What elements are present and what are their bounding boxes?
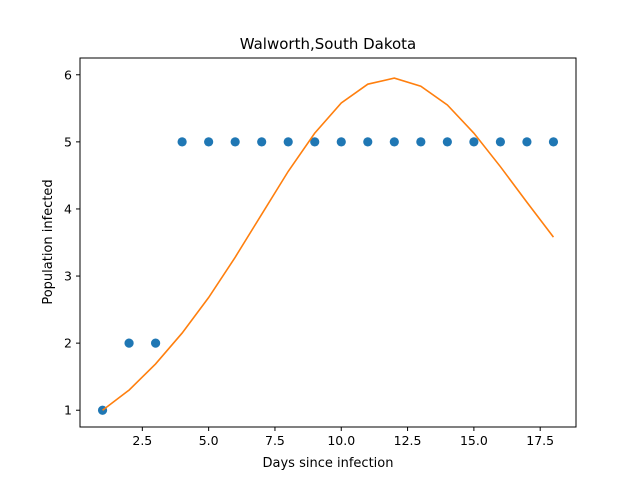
data-point [204,137,214,147]
y-tick-label: 5 [64,134,72,149]
data-point [495,137,506,147]
data-point [469,137,479,147]
x-tick-label: 15.0 [460,433,488,448]
data-point [283,137,293,147]
x-tick-label: 7.5 [265,433,285,448]
x-tick-label: 17.5 [526,433,554,448]
x-tick-label: 5.0 [199,433,219,448]
data-point [389,137,399,147]
fit-line [102,77,555,411]
x-axis: 2.5 5.0 7.5 10.0 12.5 15.0 17.5 [132,427,554,448]
data-point [257,137,267,147]
data-point [416,137,426,147]
plot-frame [79,57,577,428]
x-tick-label: 10.0 [327,433,355,448]
data-point [150,338,161,348]
data-point [310,137,320,147]
data-point [522,137,532,147]
data-point [363,137,373,147]
x-tick-label: 2.5 [132,433,152,448]
y-tick-label: 4 [64,201,72,216]
data-point [442,137,452,147]
data-point [230,137,240,147]
x-tick-label: 12.5 [394,433,422,448]
data-point [177,137,187,147]
y-tick-label: 6 [64,67,72,82]
y-tick-label: 3 [64,269,72,284]
y-axis: 1 2 3 4 5 6 [64,67,80,418]
data-point [548,137,559,147]
x-axis-label: Days since infection [263,456,394,471]
chart-title: Walworth,South Dakota [240,35,417,53]
y-axis-label: Population infected [41,179,56,304]
plot-area [97,77,559,415]
data-point [124,338,134,348]
y-tick-label: 2 [64,336,72,351]
y-tick-label: 1 [64,403,72,418]
data-point [336,137,346,147]
